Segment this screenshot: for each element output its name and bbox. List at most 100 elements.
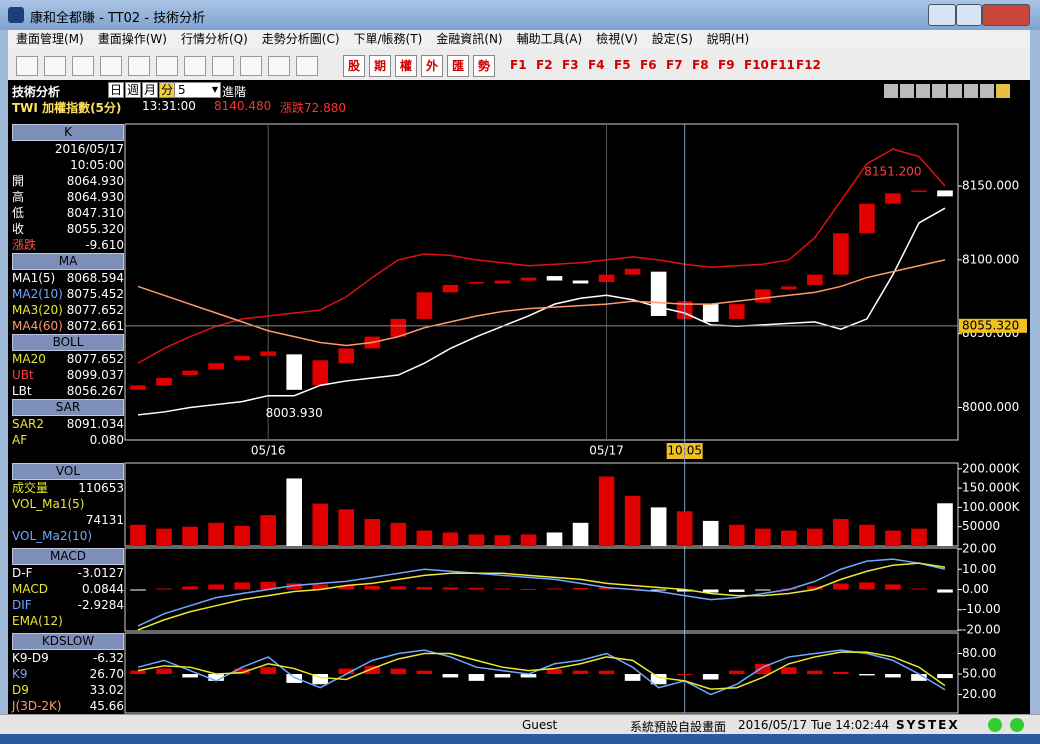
tool-icon[interactable] (16, 56, 38, 76)
function-key[interactable]: F7 (666, 58, 683, 72)
function-key[interactable]: F4 (588, 58, 605, 72)
side-row: EMA(12) (12, 613, 124, 629)
menu-item[interactable]: 畫面管理(M) (16, 32, 84, 46)
bar (156, 588, 172, 590)
menu-item[interactable]: 畫面操作(W) (97, 32, 167, 46)
x-tick-label: 05/16 (251, 444, 286, 458)
bar (260, 515, 276, 546)
period-tab[interactable]: 日 (108, 82, 124, 98)
side-label: VOL_Ma2(10) (12, 529, 93, 543)
tool-button[interactable] (900, 84, 914, 98)
bar (859, 674, 875, 676)
side-row: 低 8047.310 (12, 205, 124, 221)
quick-button[interactable]: 匯 (447, 55, 469, 77)
function-key[interactable]: F12 (796, 58, 821, 72)
bar (416, 530, 433, 546)
tool-icon[interactable] (296, 56, 318, 76)
bar (885, 530, 901, 546)
menu-item[interactable]: 走勢分析圖(C) (261, 32, 340, 46)
tool-button[interactable] (964, 84, 978, 98)
function-key[interactable]: F6 (640, 58, 657, 72)
menu-item[interactable]: 檢視(V) (596, 32, 638, 46)
bar (130, 524, 146, 546)
function-key[interactable]: F1 (510, 58, 527, 72)
bar (468, 587, 485, 590)
side-row: MACD 0.0844 (12, 581, 124, 597)
bar (807, 670, 823, 675)
menu-item[interactable]: 行情分析(Q) (180, 32, 248, 46)
quick-button[interactable]: 權 (395, 55, 417, 77)
tool-button[interactable] (932, 84, 946, 98)
menu-item[interactable]: 說明(H) (706, 32, 750, 46)
function-key[interactable]: F5 (614, 58, 631, 72)
quick-button[interactable]: 勢 (473, 55, 495, 77)
plot-frame (124, 632, 959, 714)
function-key[interactable]: F2 (536, 58, 553, 72)
interval-select[interactable]: 5 ▼ (174, 82, 221, 98)
side-value: 0.0844 (82, 582, 124, 596)
menu-item[interactable]: 輔助工具(A) (516, 32, 583, 46)
bar (650, 589, 667, 591)
tool-button[interactable] (996, 84, 1010, 98)
maximize-button[interactable] (956, 4, 982, 26)
side-section-title: KDSLOW (12, 633, 124, 650)
advanced-button[interactable]: 進階 (222, 85, 247, 99)
function-key[interactable]: F3 (562, 58, 579, 72)
y-tick-label: 0.00 (962, 582, 989, 596)
tool-icon[interactable] (128, 56, 150, 76)
tool-icon[interactable] (212, 56, 234, 76)
side-section-title: MACD (12, 548, 124, 565)
tool-button[interactable] (884, 84, 898, 98)
side-row: MA4(60) 8072.661 (12, 318, 124, 334)
y-tick-label: 100.000K (962, 500, 1021, 514)
tool-button[interactable] (980, 84, 994, 98)
function-key[interactable]: F9 (718, 58, 735, 72)
menu-item[interactable]: 金融資訊(N) (436, 32, 503, 46)
bar (780, 667, 797, 675)
bar (390, 586, 407, 590)
menu-item[interactable]: 設定(S) (651, 32, 693, 46)
side-value: 8072.661 (66, 319, 124, 333)
side-row: LBt 8056.267 (12, 383, 124, 399)
candle (911, 190, 927, 192)
side-value: 8075.452 (66, 287, 124, 301)
tool-icon[interactable] (268, 56, 290, 76)
function-key[interactable]: F10 (744, 58, 769, 72)
bar (807, 586, 823, 590)
side-value: 2016/05/17 (54, 142, 124, 156)
tool-icon[interactable] (44, 56, 66, 76)
bar (728, 524, 745, 546)
tool-icon[interactable] (156, 56, 178, 76)
menu-item[interactable]: 下單/帳務(T) (353, 32, 423, 46)
minimize-button[interactable] (928, 4, 956, 26)
quick-button[interactable]: 期 (369, 55, 391, 77)
y-tick-label: 150.000K (962, 481, 1021, 495)
bar (780, 530, 797, 546)
side-row: MA20 8077.652 (12, 351, 124, 367)
candle (390, 318, 407, 337)
function-key[interactable]: F11 (770, 58, 795, 72)
bar (754, 589, 771, 591)
tool-icon[interactable] (240, 56, 262, 76)
period-tab[interactable]: 週 (125, 82, 141, 98)
candle (494, 280, 511, 284)
quick-button[interactable]: 股 (343, 55, 365, 77)
tool-button[interactable] (916, 84, 930, 98)
tool-button[interactable] (948, 84, 962, 98)
candle (702, 304, 719, 322)
tool-icon[interactable] (100, 56, 122, 76)
tool-icon[interactable] (72, 56, 94, 76)
side-value: -6.32 (92, 651, 124, 665)
candle (286, 354, 303, 390)
close-button[interactable] (982, 4, 1030, 26)
y-tick-label: 80.00 (962, 646, 996, 660)
function-key[interactable]: F8 (692, 58, 709, 72)
quick-button[interactable]: 外 (421, 55, 443, 77)
candle (260, 351, 276, 356)
side-row: 10:05:00 (12, 157, 124, 173)
period-tab[interactable]: 月 (142, 82, 158, 98)
y-tick-label: 50.00 (962, 667, 996, 681)
period-tab[interactable]: 分 (159, 82, 175, 98)
tool-icon[interactable] (184, 56, 206, 76)
module-title: 技術分析 (12, 85, 61, 99)
